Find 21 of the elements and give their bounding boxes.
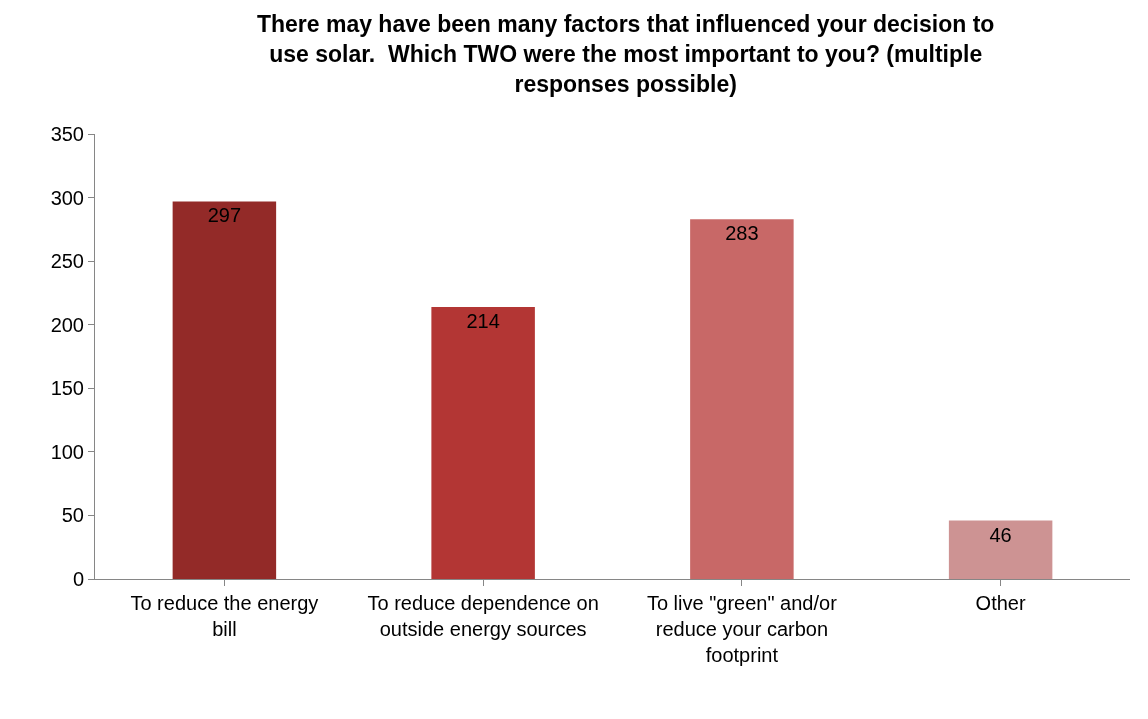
- x-tick-label: To reduce dependence on outside energy sources: [367, 592, 599, 640]
- x-tick-label: To reduce the energy bill: [130, 592, 319, 640]
- y-tick-label: 150: [50, 377, 84, 400]
- data-label: 46: [989, 523, 1012, 546]
- y-tick-label: 100: [50, 440, 84, 463]
- chart-title: There may have been many factors that influenced your decision to use solar. Which TWO were the most important to you? (multiple responses possible): [256, 11, 995, 98]
- y-tick-label: 50: [61, 504, 84, 527]
- bar: [948, 520, 1053, 579]
- bar: [172, 201, 277, 579]
- y-tick-label: 0: [72, 568, 84, 590]
- bar: [431, 306, 535, 579]
- y-tick-label: 350: [50, 123, 84, 145]
- bar: [690, 219, 794, 579]
- x-tick-label: To live "green" and/or reduce your carbon footprint: [646, 592, 838, 666]
- y-tick-label: 250: [50, 250, 84, 273]
- data-label: 283: [725, 222, 759, 245]
- data-label: 214: [466, 309, 500, 332]
- x-tick-label: Other: [975, 592, 1026, 614]
- y-tick-label: 200: [50, 313, 84, 336]
- y-tick-label: 300: [50, 186, 84, 209]
- data-label: 297: [207, 204, 242, 227]
